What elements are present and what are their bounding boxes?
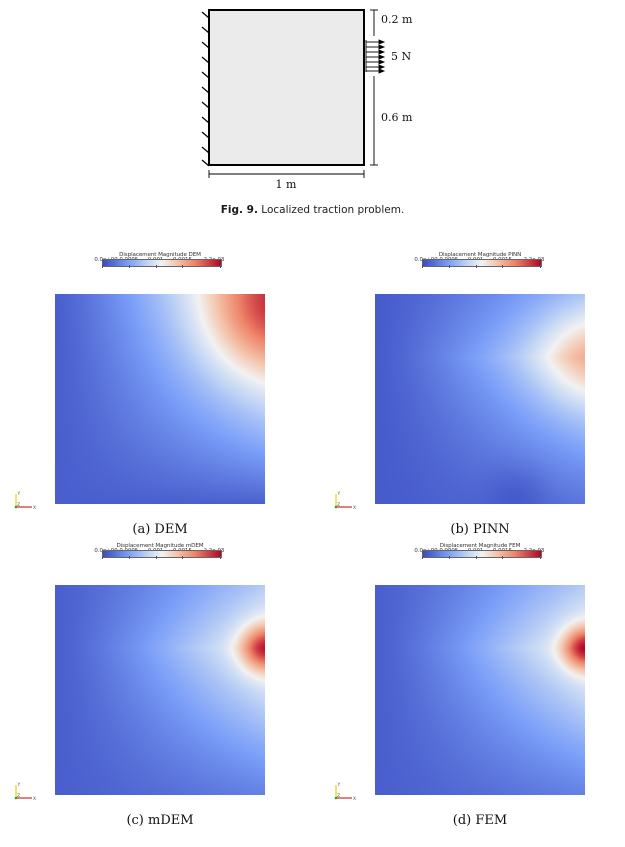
colorbar	[102, 550, 222, 558]
colorbar	[422, 259, 542, 267]
colorbar-title: Displacement Magnitude mDEM	[116, 543, 204, 549]
colorbar-tick	[220, 556, 221, 559]
colorbar-tick	[155, 265, 157, 268]
horizontal-dimension	[208, 170, 365, 178]
colorbar-ticks	[102, 265, 221, 268]
colorbar-tick	[540, 265, 541, 268]
svg-text:Y: Y	[337, 491, 341, 497]
displacement-field	[375, 294, 585, 504]
fixed-support-hatching	[201, 11, 210, 167]
panel-pinn: Displacement Magnitude PINN 0.0e+000.000…	[330, 252, 625, 552]
panel-mdem: Displacement Magnitude mDEM 0.0e+000.000…	[10, 543, 310, 843]
vertical-dimension	[370, 9, 378, 166]
colorbar-tick	[182, 265, 184, 268]
svg-text:X: X	[353, 796, 356, 802]
colorbar-tick	[475, 556, 477, 559]
colorbar-tick	[422, 556, 423, 559]
colorbar-title: Displacement Magnitude FEM	[439, 543, 521, 549]
colorbar-tick	[128, 265, 130, 268]
colorbar-tick	[102, 265, 103, 268]
displacement-field	[375, 585, 585, 795]
colorbar-title: Displacement Magnitude PINN	[438, 252, 522, 258]
panel-caption: (a) DEM	[132, 522, 188, 537]
colorbar-title: Displacement Magnitude DEM	[119, 252, 201, 258]
colorbar-ticks	[102, 556, 221, 559]
colorbar-tick	[422, 265, 423, 268]
panel-dem: Displacement Magnitude DEM 0.0e+000.0005…	[10, 252, 310, 552]
colorbar-ticks	[422, 556, 541, 559]
dim-bottom-label: 0.6 m	[381, 111, 413, 124]
svg-text:Y: Y	[17, 782, 21, 788]
axes-triad-icon: Y Z X	[334, 491, 356, 511]
displacement-field	[55, 585, 265, 795]
colorbar	[102, 259, 222, 267]
traction-arrows	[365, 39, 386, 74]
axes-triad-icon: Y Z X	[14, 491, 36, 511]
svg-text:X: X	[353, 505, 356, 511]
panel-fem: Displacement Magnitude FEM 0.0e+000.0005…	[330, 543, 625, 843]
colorbar-tick	[182, 556, 184, 559]
colorbar-tick	[502, 556, 504, 559]
panel-caption: (c) mDEM	[126, 813, 194, 828]
load-label: 5 N	[391, 50, 411, 63]
svg-text:Y: Y	[17, 491, 21, 497]
svg-text:Z: Z	[17, 502, 20, 508]
axes-triad-icon: Y Z X	[334, 782, 356, 802]
panel-caption: (d) FEM	[452, 813, 508, 828]
panel-caption: (b) PINN	[450, 522, 510, 537]
figure-caption: Fig. 9. Localized traction problem.	[0, 204, 625, 216]
colorbar-ticks	[422, 265, 541, 268]
colorbar-tick	[102, 556, 103, 559]
svg-text:Z: Z	[337, 793, 340, 799]
svg-text:X: X	[33, 796, 36, 802]
colorbar-tick	[155, 556, 157, 559]
figure-caption-label: Fig. 9.	[220, 204, 258, 216]
svg-text:X: X	[33, 505, 36, 511]
dim-top-label: 0.2 m	[381, 13, 413, 26]
colorbar-tick	[220, 265, 221, 268]
colorbar-tick	[475, 265, 477, 268]
figure-caption-text: Localized traction problem.	[261, 204, 405, 216]
axes-triad-icon: Y Z X	[14, 782, 36, 802]
svg-text:Y: Y	[337, 782, 341, 788]
colorbar	[422, 550, 542, 558]
dim-width-label: 1 m	[276, 178, 297, 191]
colorbar-tick	[448, 265, 450, 268]
svg-text:Z: Z	[337, 502, 340, 508]
domain-square	[208, 9, 365, 166]
colorbar-tick	[448, 556, 450, 559]
colorbar-tick	[540, 556, 541, 559]
colorbar-tick	[502, 265, 504, 268]
colorbar-tick	[128, 556, 130, 559]
problem-schematic: 0.2 m 5 N 0.6 m 1 m	[201, 9, 413, 191]
svg-text:Z: Z	[17, 793, 20, 799]
displacement-field	[55, 294, 265, 504]
